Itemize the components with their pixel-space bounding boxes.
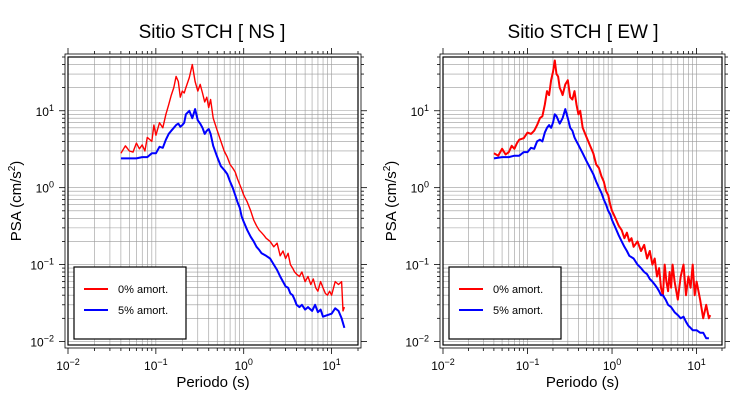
axis-ticks — [434, 48, 730, 354]
chart-panel-ns: Sitio STCH [ NS ] 10−2 10−1 100 101 10−2 10−1 1… — [7, 22, 367, 391]
plot-frame-outer — [439, 53, 726, 349]
legend-label: 0% amort. — [493, 284, 543, 296]
x-tick-label: 10−1 — [144, 357, 168, 373]
x-axis-label: Periodo (s) — [176, 374, 249, 391]
legend: 0% amort. 5% amort. — [448, 266, 562, 340]
x-tick-label: 10−2 — [56, 357, 80, 373]
y-axis-label: PSA (cm/s2) — [7, 161, 25, 242]
legend: 0% amort. 5% amort. — [73, 266, 187, 340]
y-tick-label: 10−2 — [405, 333, 429, 349]
series-line-undamped — [493, 59, 712, 320]
x-tick-label: 10−2 — [431, 357, 455, 373]
y-tick-label: 101 — [36, 103, 54, 119]
plot-frame-outer — [64, 53, 362, 349]
chart-title: Sitio STCH [ EW ] — [508, 22, 659, 43]
legend-label: 5% amort. — [118, 305, 168, 317]
x-tick-label: 100 — [235, 357, 253, 373]
chart-title: Sitio STCH [ NS ] — [139, 22, 286, 43]
series-line-undamped — [120, 63, 346, 312]
y-tick-label: 100 — [36, 180, 54, 196]
y-axis-label: PSA (cm/s2) — [382, 161, 400, 242]
y-tick-label: 100 — [411, 180, 429, 196]
plot-frame — [442, 56, 723, 346]
y-tick-label: 10−1 — [405, 257, 429, 273]
x-tick-label: 101 — [322, 357, 340, 373]
chart-panel-ew: Sitio STCH [ EW ] 10−2 10−1 100 101 10−2 10−1 1… — [382, 22, 730, 391]
axis-ticks — [59, 48, 367, 354]
legend-box — [448, 266, 562, 340]
legend-label: 0% amort. — [118, 284, 168, 296]
x-tick-label: 101 — [687, 357, 705, 373]
y-tick-label: 101 — [411, 103, 429, 119]
y-tick-label: 10−1 — [30, 257, 54, 273]
x-tick-label: 10−1 — [516, 357, 540, 373]
series-line-damped — [493, 108, 709, 340]
x-tick-label: 100 — [603, 357, 621, 373]
y-tick-label: 10−2 — [30, 333, 54, 349]
legend-label: 5% amort. — [493, 305, 543, 317]
x-axis-label: Periodo (s) — [546, 374, 619, 391]
legend-box — [73, 266, 187, 340]
series-line-damped — [120, 108, 346, 329]
plot-frame — [67, 56, 359, 346]
